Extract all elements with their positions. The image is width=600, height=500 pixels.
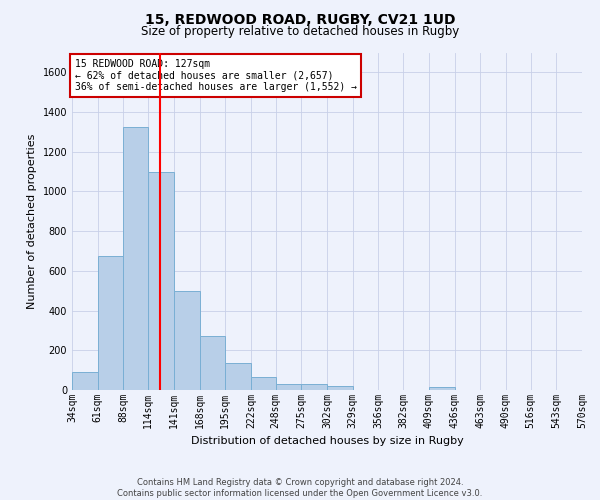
Bar	[327, 386, 353, 390]
Bar	[148, 172, 174, 390]
Text: 15, REDWOOD ROAD, RUGBY, CV21 1UD: 15, REDWOOD ROAD, RUGBY, CV21 1UD	[145, 12, 455, 26]
Bar	[301, 384, 327, 390]
Text: Size of property relative to detached houses in Rugby: Size of property relative to detached ho…	[141, 25, 459, 38]
Bar	[174, 290, 199, 390]
Y-axis label: Number of detached properties: Number of detached properties	[27, 134, 37, 309]
Bar	[124, 127, 148, 390]
Bar	[199, 336, 225, 390]
Bar	[98, 256, 124, 390]
Text: 15 REDWOOD ROAD: 127sqm
← 62% of detached houses are smaller (2,657)
36% of semi: 15 REDWOOD ROAD: 127sqm ← 62% of detache…	[74, 59, 356, 92]
Bar	[275, 384, 301, 390]
Bar	[429, 387, 455, 390]
Bar	[251, 376, 275, 390]
Text: Contains HM Land Registry data © Crown copyright and database right 2024.
Contai: Contains HM Land Registry data © Crown c…	[118, 478, 482, 498]
Bar	[225, 363, 251, 390]
Bar	[72, 372, 98, 390]
X-axis label: Distribution of detached houses by size in Rugby: Distribution of detached houses by size …	[191, 436, 463, 446]
